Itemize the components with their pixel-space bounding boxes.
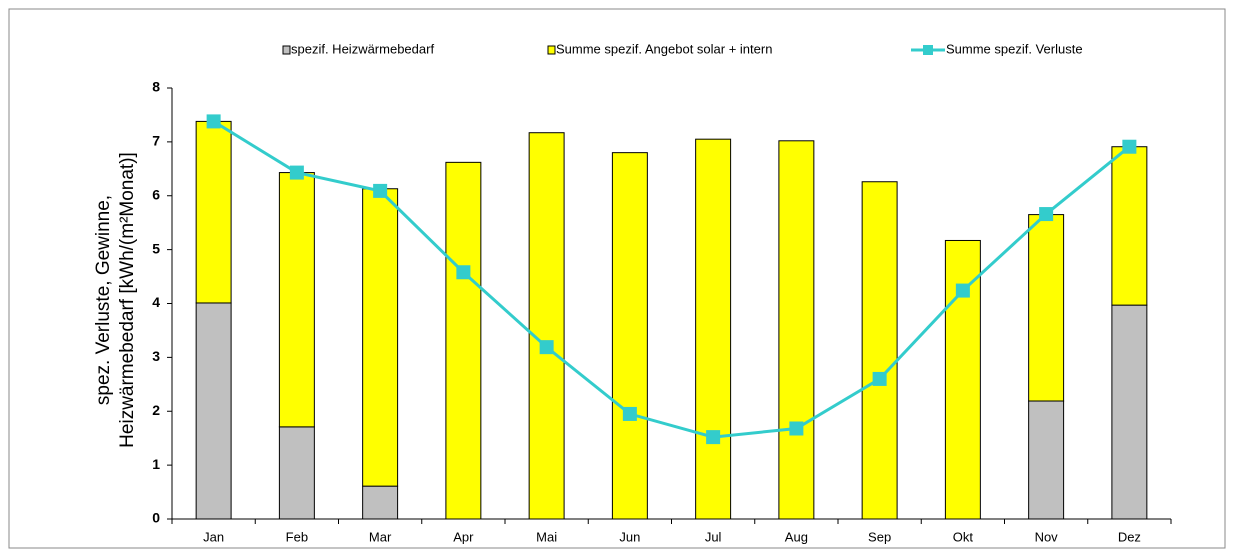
legend-swatch (923, 45, 933, 55)
line-marker (456, 265, 471, 280)
y-tick-label: 5 (152, 240, 160, 256)
y-tick-label: 4 (152, 294, 160, 310)
bar (445, 161, 482, 520)
line-marker (789, 421, 804, 436)
bar (1111, 146, 1148, 306)
x-tick-label: Feb (286, 529, 308, 544)
x-tick-label: Jul (705, 529, 722, 544)
y-tick-label: 7 (152, 133, 160, 149)
bar (362, 188, 399, 487)
line-marker (373, 183, 388, 198)
x-tick-label: Mar (369, 529, 392, 544)
line-marker (1122, 139, 1137, 154)
line-marker (1039, 207, 1054, 222)
y-tick-label: 0 (152, 510, 160, 526)
x-tick-label: Jun (619, 529, 640, 544)
bar (695, 138, 732, 520)
legend-label: spezif. Heizwärmebedarf (291, 41, 434, 56)
bar (778, 140, 815, 520)
line-marker (872, 371, 887, 386)
y-tick-label: 8 (152, 79, 160, 95)
legend-label: Summe spezif. Angebot solar + intern (556, 41, 772, 56)
bar (362, 485, 399, 520)
y-tick-label: 3 (152, 348, 160, 364)
line (212, 120, 1131, 439)
bar (195, 120, 232, 304)
line-marker (622, 406, 637, 421)
legend-label: Summe spezif. Verluste (946, 41, 1083, 56)
bar (278, 426, 315, 520)
bar (195, 302, 232, 520)
bar (1028, 400, 1065, 520)
y-axis-title: Heizwärmebedarf [kWh/(m²Monat)] (117, 152, 138, 448)
legend-swatch (282, 45, 291, 55)
x-tick-label: Sep (868, 529, 891, 544)
legend-swatch (547, 45, 556, 55)
bar (1111, 304, 1148, 520)
y-tick-label: 1 (152, 456, 160, 472)
line-marker (955, 283, 970, 298)
y-tick-label: 6 (152, 186, 160, 202)
y-tick-label: 2 (152, 402, 160, 418)
line-marker (289, 165, 304, 180)
line-marker (206, 114, 221, 129)
x-tick-label: Jan (203, 529, 224, 544)
line-marker (539, 340, 554, 355)
x-tick-label: Okt (953, 529, 974, 544)
line-marker (706, 430, 721, 445)
bar (278, 172, 315, 428)
y-axis-title: spez. Verluste, Gewinne, (93, 195, 114, 405)
x-tick-label: Mai (536, 529, 557, 544)
x-tick-label: Nov (1035, 529, 1059, 544)
x-tick-label: Apr (453, 529, 474, 544)
bar (528, 132, 565, 520)
bar (861, 181, 898, 520)
bar (1028, 214, 1065, 402)
bar (944, 239, 981, 520)
x-tick-label: Aug (785, 529, 808, 544)
bar (611, 152, 648, 520)
x-tick-label: Dez (1118, 529, 1141, 544)
